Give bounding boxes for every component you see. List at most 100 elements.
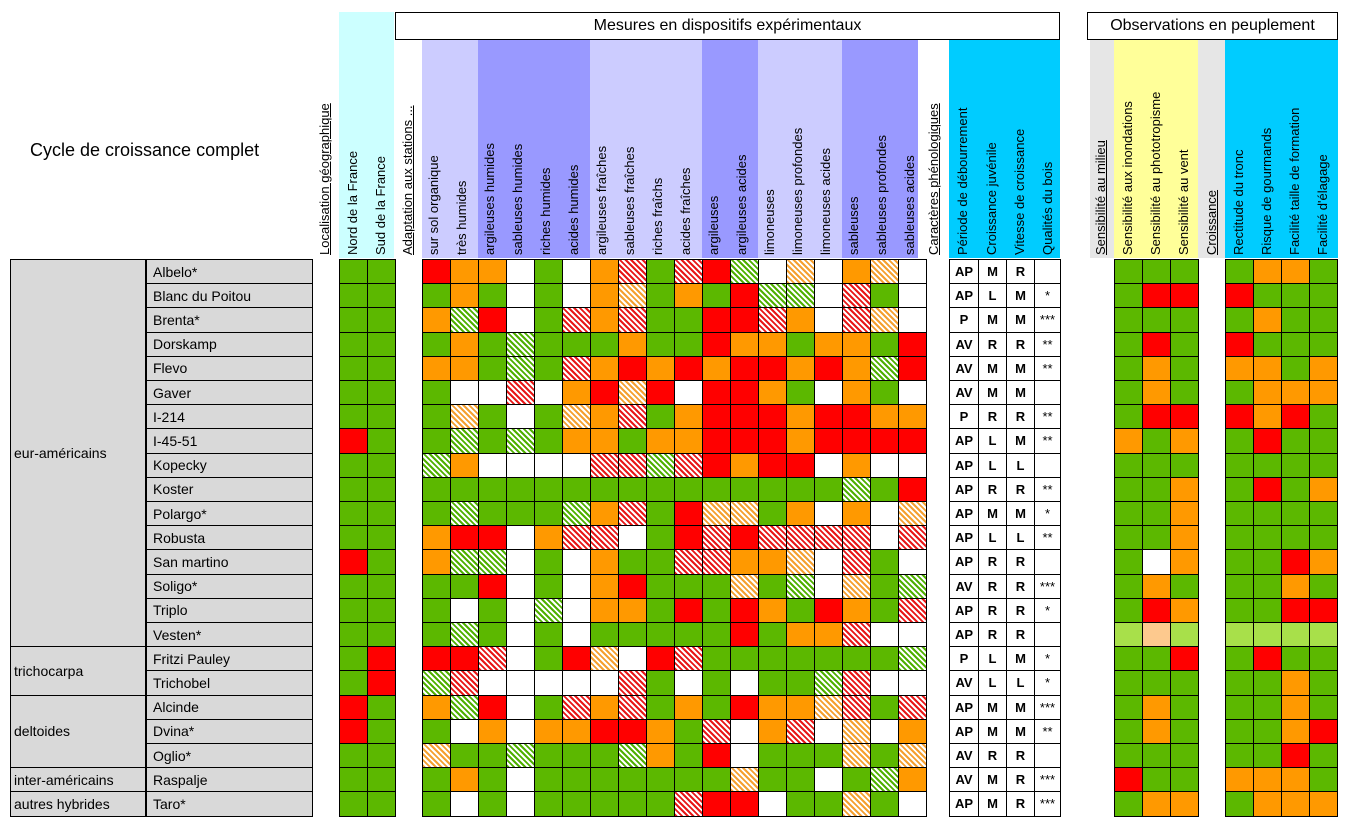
- loc-cell: [339, 476, 368, 502]
- station-cell: [422, 428, 451, 454]
- sens-cell: [1114, 380, 1143, 406]
- col-station-0: sur sol organique: [426, 155, 441, 255]
- station-cell: [898, 549, 927, 575]
- station-cell: [506, 622, 535, 648]
- pheno-cell: L: [978, 283, 1007, 309]
- crois-cell: [1281, 355, 1310, 381]
- crois-cell: [1225, 501, 1254, 527]
- crois-cell: [1281, 743, 1310, 769]
- station-cell: [674, 646, 703, 672]
- station-cell: [758, 622, 787, 648]
- sens-cell: [1114, 259, 1143, 285]
- sens-cell: [1114, 355, 1143, 381]
- station-cell: [730, 259, 759, 285]
- station-cell: [618, 791, 647, 817]
- header-band-sens: [1114, 40, 1198, 258]
- loc-cell: [367, 791, 396, 817]
- station-cell: [898, 743, 927, 769]
- col-station-13: limoneuses profondes: [790, 127, 805, 255]
- station-cell: [646, 525, 675, 551]
- station-cell: [702, 259, 731, 285]
- station-cell: [898, 597, 927, 623]
- station-cell: [618, 767, 647, 793]
- row-name: Fritzi Pauley: [146, 646, 313, 672]
- station-cell: [646, 501, 675, 527]
- station-cell: [506, 791, 535, 817]
- crois-cell: [1253, 501, 1282, 527]
- station-cell: [646, 331, 675, 357]
- station-cell: [786, 767, 815, 793]
- station-cell: [786, 259, 815, 285]
- crois-cell: [1225, 767, 1254, 793]
- col-station-6: argileuses fraîches: [594, 145, 609, 255]
- station-cell: [870, 767, 899, 793]
- station-cell: [618, 549, 647, 575]
- station-cell: [562, 452, 591, 478]
- crois-cell: [1281, 525, 1310, 551]
- sens-cell: [1142, 355, 1171, 381]
- station-cell: [534, 767, 563, 793]
- row-name: Alcinde: [146, 694, 313, 720]
- station-cell: [450, 380, 479, 406]
- crois-cell: [1253, 525, 1282, 551]
- pheno-cell: R: [1006, 622, 1035, 648]
- station-cell: [534, 452, 563, 478]
- station-cell: [786, 791, 815, 817]
- station-cell: [702, 380, 731, 406]
- station-cell: [422, 622, 451, 648]
- sens-cell: [1114, 476, 1143, 502]
- station-cell: [674, 355, 703, 381]
- pheno-cell: *: [1034, 283, 1061, 309]
- crois-cell: [1309, 355, 1338, 381]
- sens-cell: [1114, 549, 1143, 575]
- sens-cell: [1170, 549, 1199, 575]
- station-cell: [898, 718, 927, 744]
- header-band-stations-b: [478, 40, 590, 258]
- station-cell: [422, 452, 451, 478]
- station-cell: [674, 791, 703, 817]
- sens-cell: [1142, 428, 1171, 454]
- crois-cell: [1309, 718, 1338, 744]
- loc-cell: [367, 694, 396, 720]
- pheno-cell: AP: [949, 791, 979, 817]
- station-cell: [450, 355, 479, 381]
- station-cell: [590, 573, 619, 599]
- station-cell: [450, 259, 479, 285]
- sens-cell: [1170, 597, 1199, 623]
- station-cell: [786, 573, 815, 599]
- station-cell: [506, 259, 535, 285]
- station-cell: [758, 380, 787, 406]
- header-band-stations-d: [702, 40, 758, 258]
- station-cell: [702, 525, 731, 551]
- loc-cell: [339, 743, 368, 769]
- sens-cell: [1142, 767, 1171, 793]
- sens-cell: [1142, 476, 1171, 502]
- station-cell: [534, 428, 563, 454]
- station-cell: [842, 597, 871, 623]
- crois-cell: [1225, 525, 1254, 551]
- station-cell: [842, 670, 871, 696]
- station-cell: [534, 549, 563, 575]
- loc-cell: [339, 597, 368, 623]
- pheno-cell: ***: [1034, 307, 1061, 333]
- sens-cell: [1170, 767, 1199, 793]
- sens-cell: [1114, 573, 1143, 599]
- station-cell: [534, 646, 563, 672]
- station-cell: [814, 331, 843, 357]
- station-cell: [786, 428, 815, 454]
- sens-cell: [1170, 694, 1199, 720]
- station-cell: [786, 525, 815, 551]
- station-cell: [702, 791, 731, 817]
- station-cell: [870, 525, 899, 551]
- station-cell: [534, 283, 563, 309]
- loc-cell: [339, 767, 368, 793]
- station-cell: [506, 501, 535, 527]
- station-cell: [870, 501, 899, 527]
- station-cell: [422, 694, 451, 720]
- row-name: Trichobel: [146, 670, 313, 696]
- col-station-1: très humides: [454, 180, 469, 255]
- station-cell: [562, 791, 591, 817]
- station-cell: [758, 694, 787, 720]
- station-cell: [786, 355, 815, 381]
- station-cell: [506, 283, 535, 309]
